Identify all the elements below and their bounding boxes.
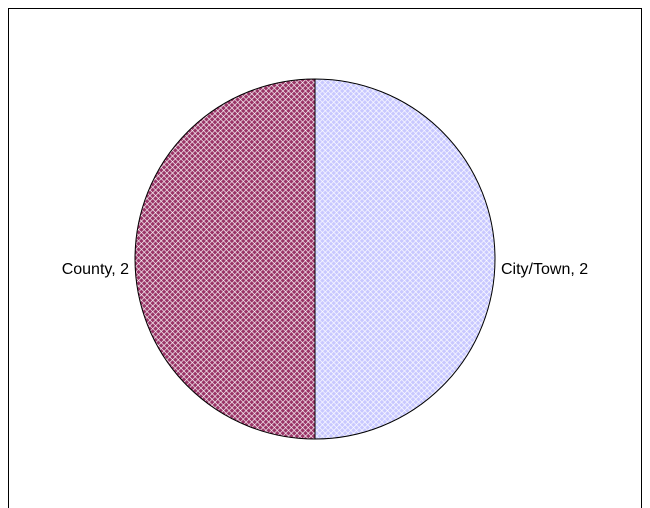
chart-frame bbox=[8, 8, 642, 508]
data-label: County, 2 bbox=[62, 261, 129, 278]
pie-slice bbox=[134, 78, 316, 440]
pie-slice bbox=[314, 78, 496, 440]
data-label: City/Town, 2 bbox=[501, 261, 588, 278]
